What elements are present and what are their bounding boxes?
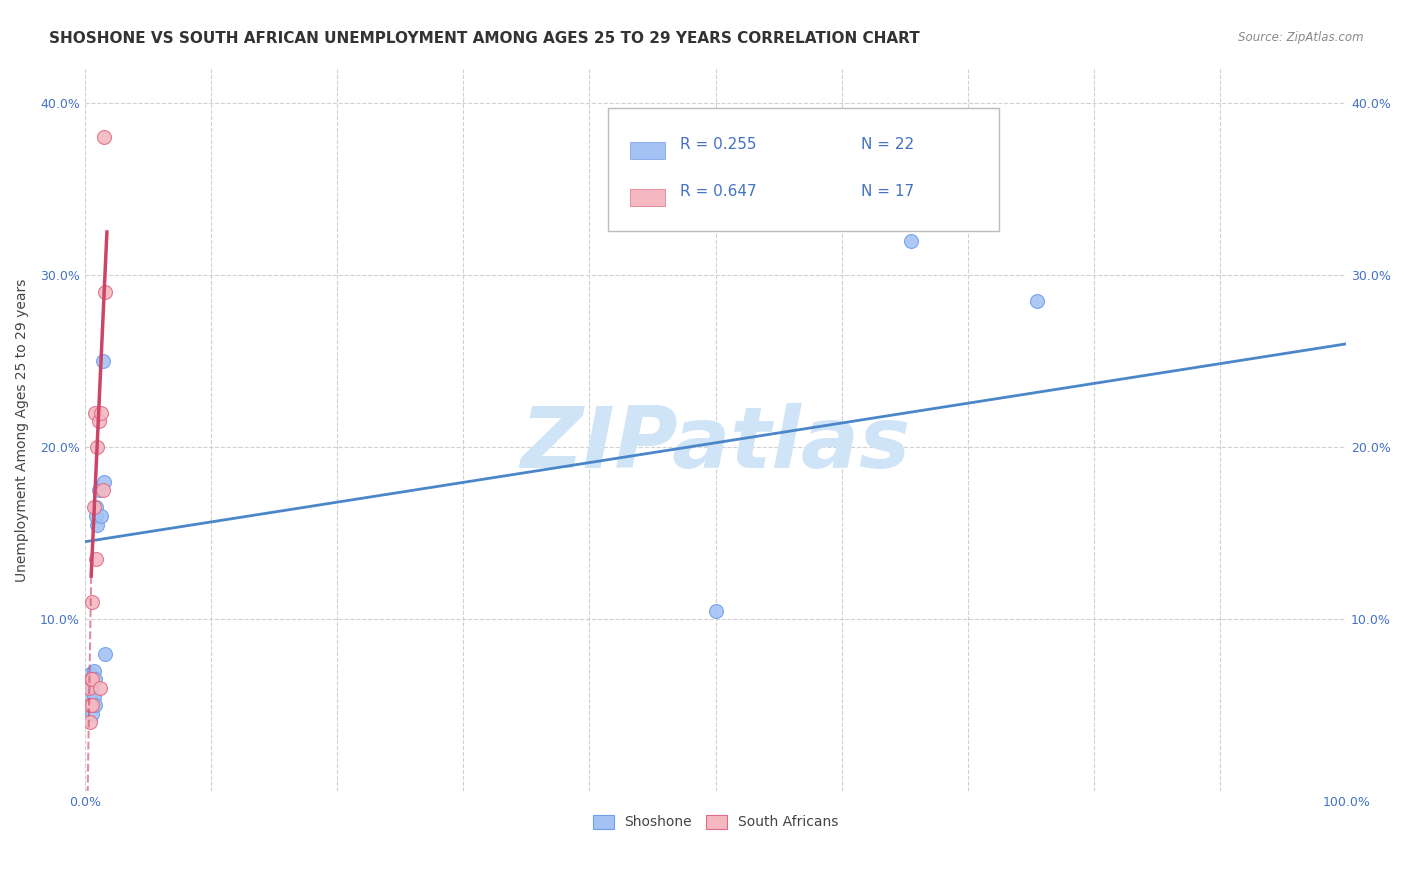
Point bbox=[84, 673, 107, 687]
Text: N = 17: N = 17 bbox=[860, 184, 914, 199]
Text: ZIPatlas: ZIPatlas bbox=[520, 403, 911, 486]
Point bbox=[83, 690, 105, 704]
Point bbox=[704, 604, 727, 618]
Text: R = 0.647: R = 0.647 bbox=[681, 184, 756, 199]
FancyBboxPatch shape bbox=[609, 108, 1000, 231]
Point bbox=[1026, 293, 1049, 308]
Point bbox=[90, 406, 112, 420]
Point bbox=[80, 673, 103, 687]
Point bbox=[79, 715, 101, 730]
Y-axis label: Unemployment Among Ages 25 to 29 years: Unemployment Among Ages 25 to 29 years bbox=[15, 278, 30, 582]
Point bbox=[82, 698, 104, 713]
Point bbox=[90, 508, 112, 523]
Point bbox=[82, 595, 104, 609]
FancyBboxPatch shape bbox=[630, 188, 665, 206]
Point bbox=[82, 681, 104, 695]
Point bbox=[84, 552, 107, 566]
Point bbox=[79, 667, 101, 681]
Point bbox=[79, 698, 101, 713]
Point bbox=[82, 706, 104, 721]
Point bbox=[80, 698, 103, 713]
Point bbox=[91, 354, 114, 368]
Point bbox=[84, 406, 107, 420]
Legend: Shoshone, South Africans: Shoshone, South Africans bbox=[588, 809, 844, 835]
Point bbox=[91, 483, 114, 497]
Point bbox=[94, 647, 117, 661]
Text: R = 0.255: R = 0.255 bbox=[681, 136, 756, 152]
Point bbox=[80, 681, 103, 695]
Point bbox=[86, 517, 108, 532]
Point bbox=[84, 500, 107, 515]
Point bbox=[77, 681, 100, 695]
Point bbox=[83, 664, 105, 678]
Point bbox=[900, 234, 922, 248]
Text: SHOSHONE VS SOUTH AFRICAN UNEMPLOYMENT AMONG AGES 25 TO 29 YEARS CORRELATION CHA: SHOSHONE VS SOUTH AFRICAN UNEMPLOYMENT A… bbox=[49, 31, 920, 46]
Point bbox=[82, 673, 104, 687]
Point bbox=[86, 440, 108, 454]
Point bbox=[84, 698, 107, 713]
Point bbox=[93, 475, 115, 489]
Point bbox=[87, 414, 110, 428]
Point bbox=[89, 681, 111, 695]
FancyBboxPatch shape bbox=[630, 142, 665, 159]
Point bbox=[77, 681, 100, 695]
Point bbox=[79, 690, 101, 704]
Point bbox=[84, 508, 107, 523]
Text: Source: ZipAtlas.com: Source: ZipAtlas.com bbox=[1239, 31, 1364, 45]
Point bbox=[93, 130, 115, 145]
Text: N = 22: N = 22 bbox=[860, 136, 914, 152]
Point bbox=[87, 483, 110, 497]
Point bbox=[83, 500, 105, 515]
Point bbox=[94, 285, 117, 300]
